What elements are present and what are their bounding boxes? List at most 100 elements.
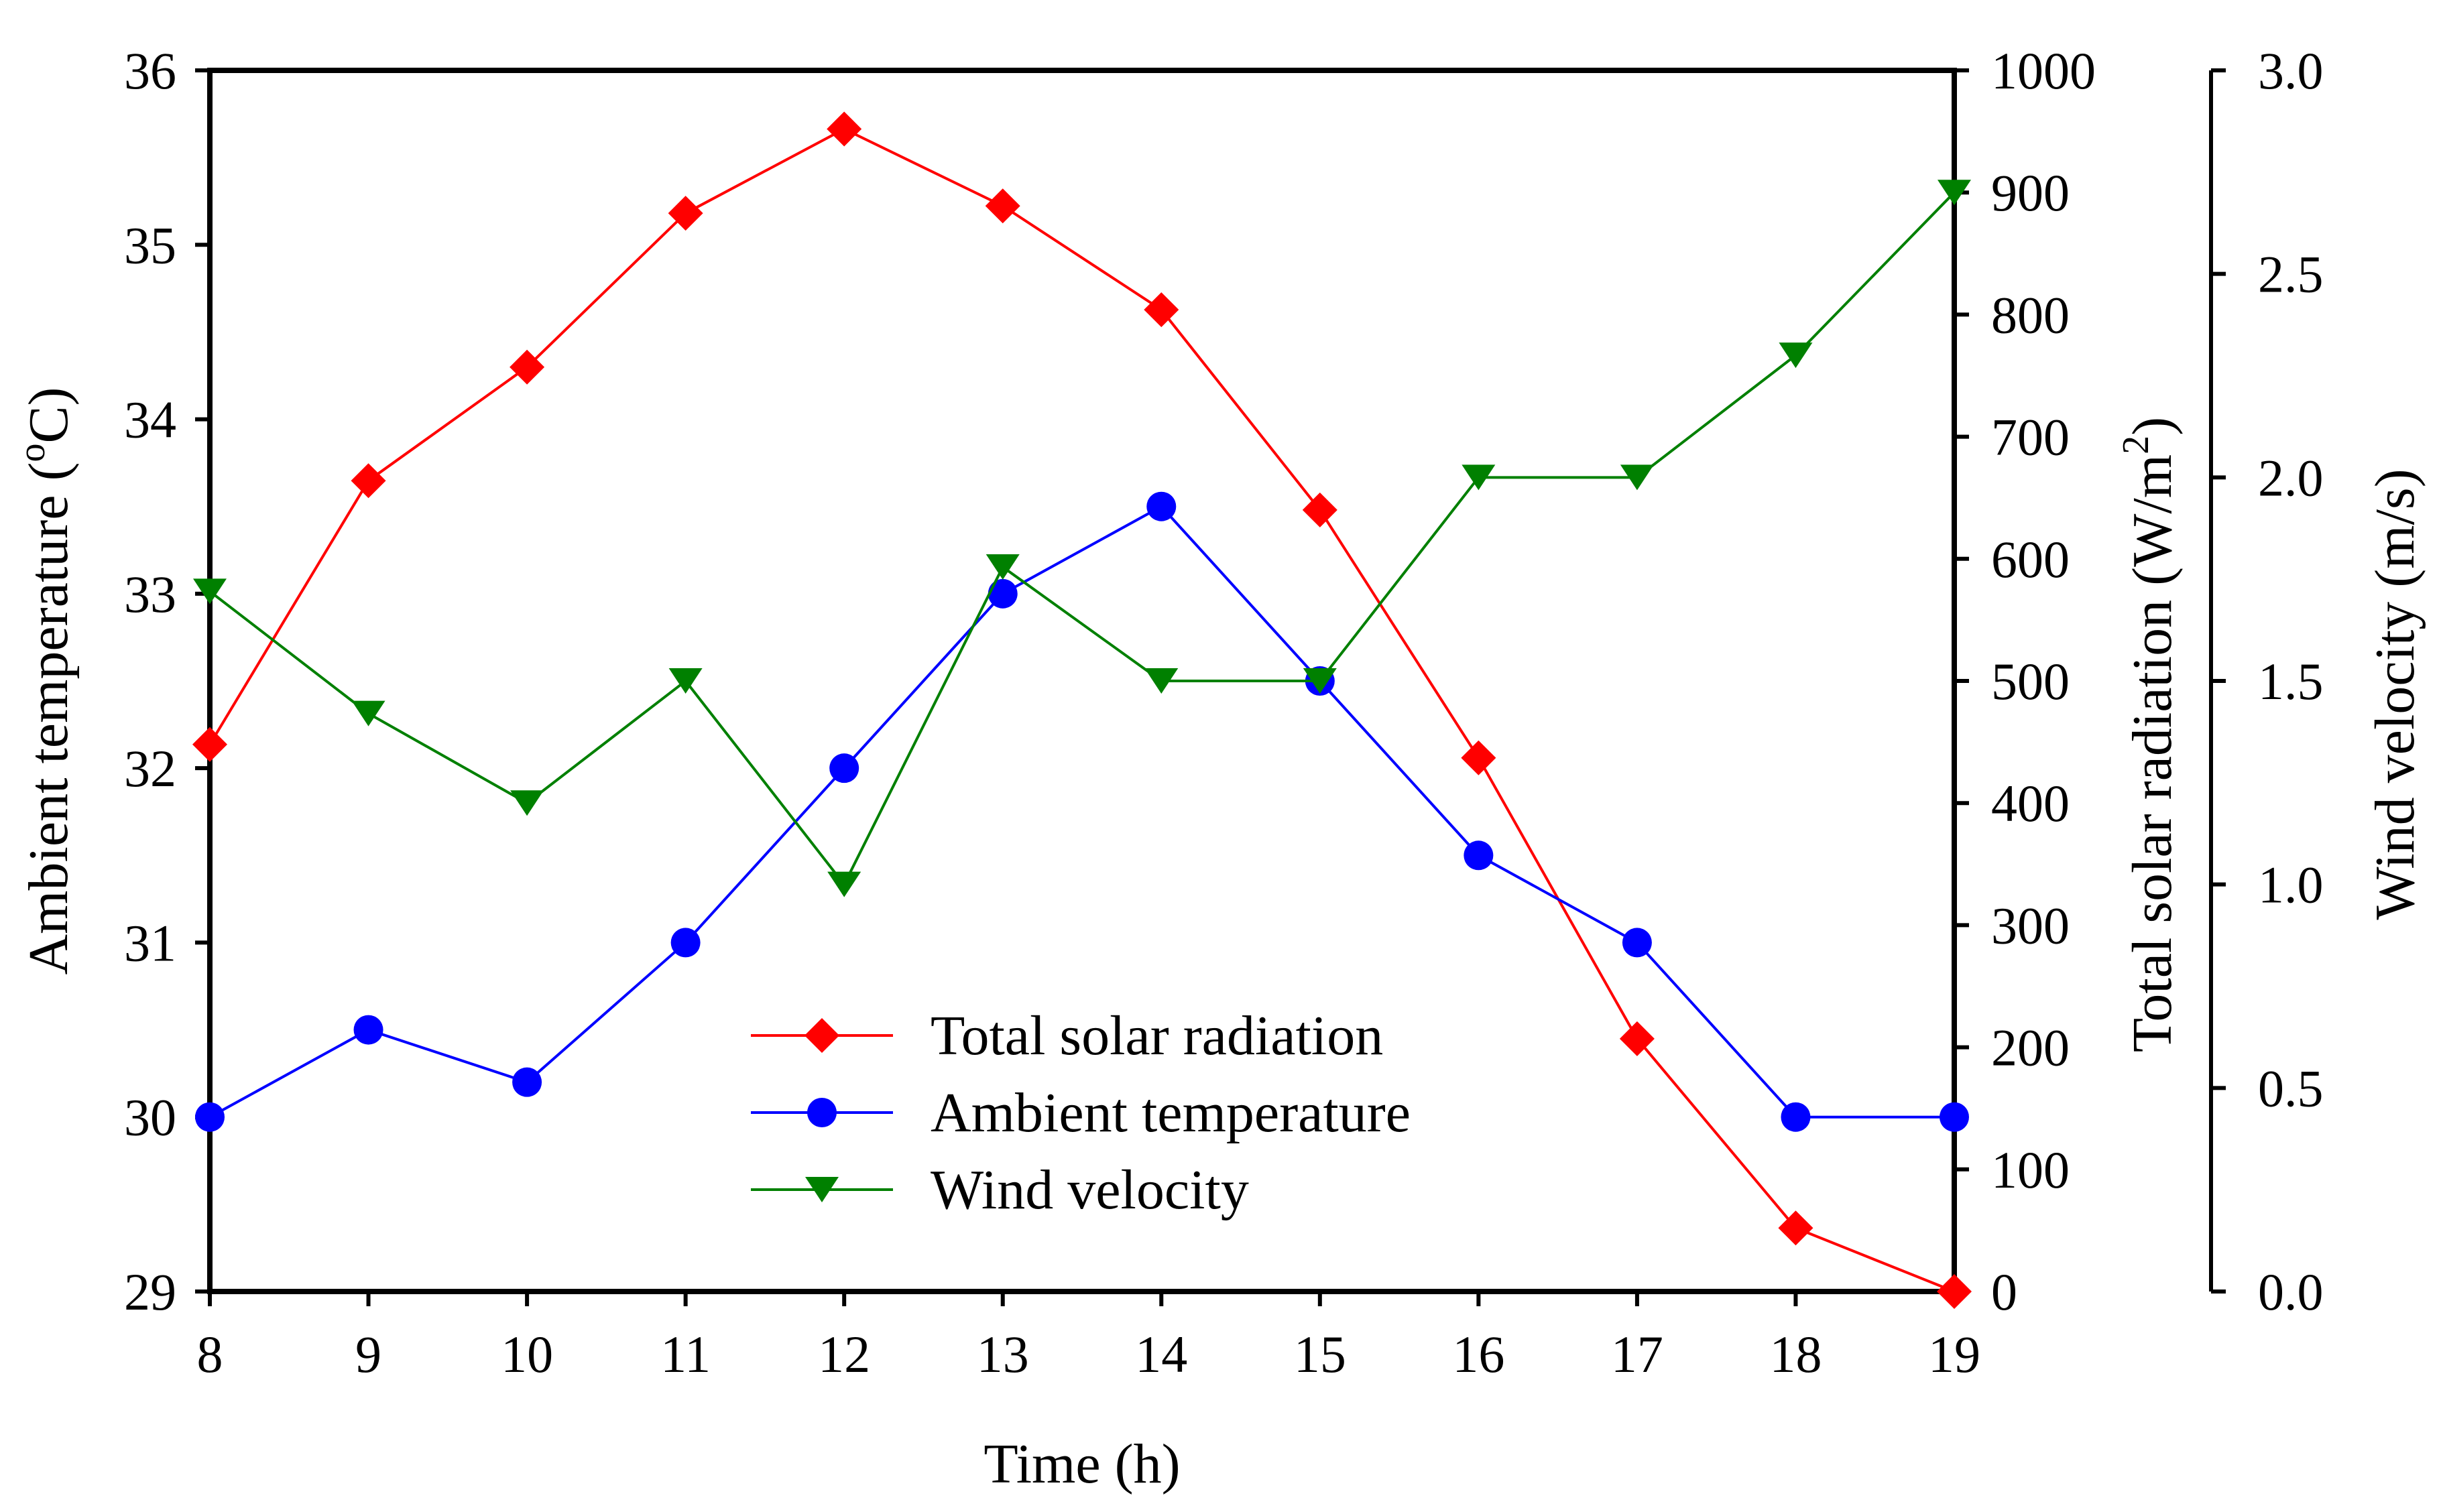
right-inner-axis-title-sup: 2 xyxy=(2115,436,2157,454)
data-point-total-solar-radiation xyxy=(1144,292,1179,328)
data-point-wind-velocity xyxy=(1462,464,1496,491)
data-point-wind-velocity xyxy=(351,700,385,727)
data-point-wind-velocity xyxy=(827,871,861,897)
legend-marker-ambient-temperature xyxy=(807,1098,837,1127)
x-tick-label: 14 xyxy=(1135,1325,1187,1383)
left-axis-title-sup: o xyxy=(11,443,53,462)
x-tick-label: 17 xyxy=(1611,1325,1663,1383)
left-axis-title-text: Ambient temperature ( xyxy=(17,462,80,974)
legend: Total solar radiation Ambient temperature… xyxy=(751,1005,1411,1221)
series-line-wind-velocity xyxy=(208,191,1956,887)
left-axis-title: Ambient temperature (oC) xyxy=(11,387,80,974)
data-point-ambient-temperature xyxy=(512,1067,542,1097)
legend-marker-wind-velocity xyxy=(805,1177,839,1202)
data-point-total-solar-radiation xyxy=(1302,492,1337,527)
right-inner-axis-title: Total solar radiation (W/m2) xyxy=(2115,417,2184,1052)
series-total-solar-radiation xyxy=(192,111,1972,1309)
data-point-wind-velocity xyxy=(1938,180,1971,206)
data-point-wind-velocity xyxy=(1779,342,1813,369)
x-tick-label: 11 xyxy=(660,1325,711,1383)
x-tick-label: 12 xyxy=(818,1325,870,1383)
right-inner-tick-label: 400 xyxy=(1991,774,2070,832)
data-point-total-solar-radiation xyxy=(1778,1210,1813,1246)
left-tick-label: 36 xyxy=(124,42,176,100)
legend-label-ambient-temperature: Ambient temperature xyxy=(931,1082,1411,1144)
right-inner-tick-label: 1000 xyxy=(1991,42,2096,100)
data-point-wind-velocity xyxy=(193,578,227,605)
x-tick-label: 9 xyxy=(355,1325,381,1383)
data-point-total-solar-radiation xyxy=(827,111,862,147)
data-point-total-solar-radiation xyxy=(192,727,227,762)
data-point-total-solar-radiation xyxy=(668,196,703,231)
data-point-wind-velocity xyxy=(668,668,703,694)
legend-item-total-solar-radiation: Total solar radiation xyxy=(751,1005,1383,1067)
data-point-ambient-temperature xyxy=(829,753,859,783)
series-line-total-solar-radiation xyxy=(208,127,1955,1293)
x-tick-label: 15 xyxy=(1294,1325,1346,1383)
right-inner-tick-label: 700 xyxy=(1991,408,2070,466)
left-tick-label: 29 xyxy=(124,1263,176,1321)
data-point-ambient-temperature xyxy=(1781,1102,1811,1132)
data-point-ambient-temperature xyxy=(1622,928,1652,958)
right-inner-axis-title-unit: ) xyxy=(2121,417,2184,436)
data-point-ambient-temperature xyxy=(195,1102,225,1132)
right-outer-tick-label: 2.5 xyxy=(2258,245,2324,304)
data-point-total-solar-radiation xyxy=(1461,740,1496,775)
right-outer-tick-label: 1.5 xyxy=(2258,652,2324,710)
right-inner-tick-label: 600 xyxy=(1991,530,2070,588)
data-point-ambient-temperature xyxy=(988,578,1018,609)
left-axis-title-unit: C) xyxy=(17,387,80,443)
data-point-total-solar-radiation xyxy=(510,349,545,385)
right-inner-tick-label: 300 xyxy=(1991,896,2070,954)
x-axis-title: Time (h) xyxy=(984,1433,1180,1495)
legend-item-wind-velocity: Wind velocity xyxy=(751,1159,1249,1221)
right-inner-tick-label: 900 xyxy=(1991,164,2070,222)
data-point-total-solar-radiation xyxy=(1619,1021,1655,1056)
data-point-ambient-temperature xyxy=(353,1015,383,1045)
right-outer-tick-label: 2.0 xyxy=(2258,448,2324,507)
data-point-ambient-temperature xyxy=(1464,840,1494,871)
data-point-wind-velocity xyxy=(1620,464,1654,491)
left-tick-label: 32 xyxy=(124,739,176,798)
x-tick-label: 13 xyxy=(977,1325,1029,1383)
data-point-total-solar-radiation xyxy=(351,463,386,499)
data-point-ambient-temperature xyxy=(1146,491,1177,521)
data-point-total-solar-radiation xyxy=(1937,1274,1972,1309)
axes-layer: 8 9 10 11 12 13 14 15 16 17 18 19 Time (h) 29 30 31 32 33… xyxy=(11,42,2426,1495)
right-outer-tick-label: 3.0 xyxy=(2258,42,2324,100)
legend-label-total-solar-radiation: Total solar radiation xyxy=(931,1005,1383,1067)
x-tick-label: 10 xyxy=(501,1325,553,1383)
x-tick-label: 8 xyxy=(197,1325,223,1383)
data-point-wind-velocity xyxy=(1144,668,1179,694)
legend-item-ambient-temperature: Ambient temperature xyxy=(751,1082,1411,1144)
series-wind-velocity xyxy=(193,180,1971,897)
left-tick-label: 30 xyxy=(124,1088,176,1147)
left-tick-label: 33 xyxy=(124,565,176,623)
right-outer-tick-label: 1.0 xyxy=(2258,856,2324,914)
data-point-ambient-temperature xyxy=(1940,1102,1969,1132)
right-inner-tick-label: 800 xyxy=(1991,286,2070,344)
right-inner-tick-label: 100 xyxy=(1991,1141,2070,1199)
right-outer-tick-label: 0.0 xyxy=(2258,1263,2324,1321)
legend-label-wind-velocity: Wind velocity xyxy=(931,1159,1249,1221)
data-point-total-solar-radiation xyxy=(985,188,1020,224)
left-tick-label: 35 xyxy=(124,216,176,274)
data-point-wind-velocity xyxy=(510,790,544,816)
right-inner-tick-label: 0 xyxy=(1991,1263,2017,1321)
right-outer-tick-label: 0.5 xyxy=(2258,1059,2324,1117)
data-point-wind-velocity xyxy=(1303,668,1337,694)
right-outer-axis-title: Wind velocity (m/s) xyxy=(2364,468,2426,920)
right-inner-axis-title-text: Total solar radiation (W/m xyxy=(2121,454,2184,1052)
right-inner-tick-label: 200 xyxy=(1991,1019,2070,1077)
series-layer xyxy=(192,111,1972,1309)
x-tick-label: 16 xyxy=(1452,1325,1504,1383)
left-tick-label: 34 xyxy=(124,391,176,449)
legend-marker-total-solar-radiation xyxy=(805,1018,839,1053)
right-inner-tick-label: 500 xyxy=(1991,652,2070,710)
series-line-ambient-temperature xyxy=(209,505,1954,1119)
x-tick-label: 18 xyxy=(1769,1325,1822,1383)
data-point-ambient-temperature xyxy=(670,928,701,958)
x-tick-label: 19 xyxy=(1928,1325,1980,1383)
left-tick-label: 31 xyxy=(124,914,176,972)
